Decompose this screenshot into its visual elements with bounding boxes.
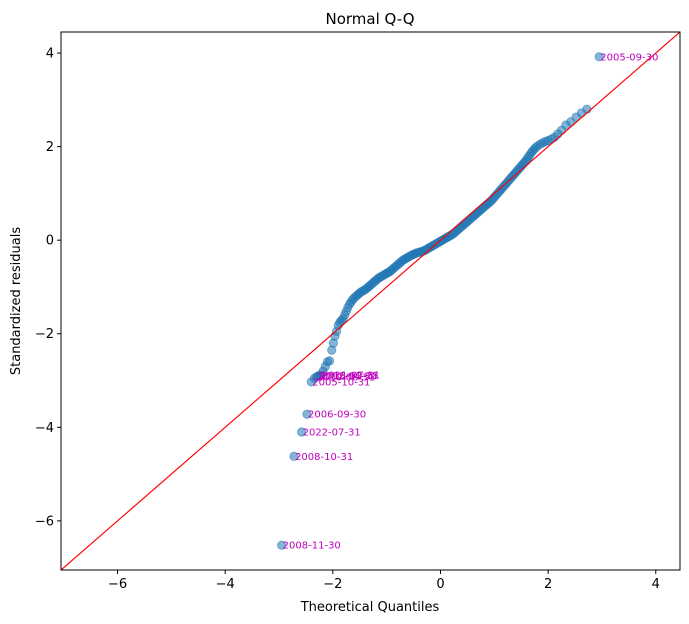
annotation-9: 2011-07-31	[322, 370, 380, 381]
y-tick-label-2: −2	[35, 327, 54, 342]
axes-frame	[60, 31, 681, 571]
annotation-3: 2022-07-31	[303, 427, 361, 438]
data-point-13	[324, 356, 335, 366]
annotation-4: 2006-09-30	[308, 410, 366, 421]
y-tick-label-0: −6	[35, 514, 54, 529]
data-point-0	[277, 540, 287, 550]
annotation-6: 2010-08-31	[317, 372, 375, 383]
annotation-8: 2018-02-28	[320, 371, 378, 382]
x-tick-label-1: −4	[216, 577, 235, 592]
x-axis-title: Theoretical Quantiles	[300, 600, 440, 615]
x-tick-label-5: 4	[652, 577, 660, 592]
plot-area: 2005-09-30 2008-11-30 2008-10-31 2022-07-31…	[61, 32, 680, 570]
annotations-layer: 2005-09-30 2008-11-30 2008-10-31 2022-07-31…	[283, 52, 659, 551]
x-axis-ticks: −6 −4 −2 0 2 4	[108, 570, 660, 592]
y-tick-label-4: 2	[46, 140, 54, 155]
reference-line	[61, 32, 680, 570]
data-point-155	[594, 52, 604, 62]
annotation-5: 2005-10-31	[312, 377, 370, 388]
y-tick-label-5: 4	[46, 47, 54, 62]
annotation-7: 2012-04-30	[319, 371, 377, 382]
data-point-3	[302, 409, 312, 419]
annotation-0: 2005-09-30	[600, 52, 658, 63]
y-tick-label-3: 0	[46, 234, 54, 249]
y-axis-title: Standardized residuals	[9, 227, 24, 375]
x-tick-label-0: −6	[108, 577, 127, 592]
x-tick-label-4: 2	[544, 577, 552, 592]
points-layer	[277, 52, 604, 550]
x-tick-label-2: −2	[323, 577, 342, 592]
data-point-1	[289, 451, 299, 461]
annotation-2: 2008-10-31	[295, 452, 353, 463]
x-tick-label-3: 0	[436, 577, 444, 592]
chart-title: Normal Q-Q	[325, 10, 414, 28]
y-tick-label-1: −4	[35, 421, 54, 436]
annotation-1: 2008-11-30	[283, 541, 341, 552]
data-point-2	[297, 427, 307, 437]
y-axis-ticks: −6 −4 −2 0 2 4	[35, 47, 61, 529]
data-point-154	[582, 104, 592, 114]
